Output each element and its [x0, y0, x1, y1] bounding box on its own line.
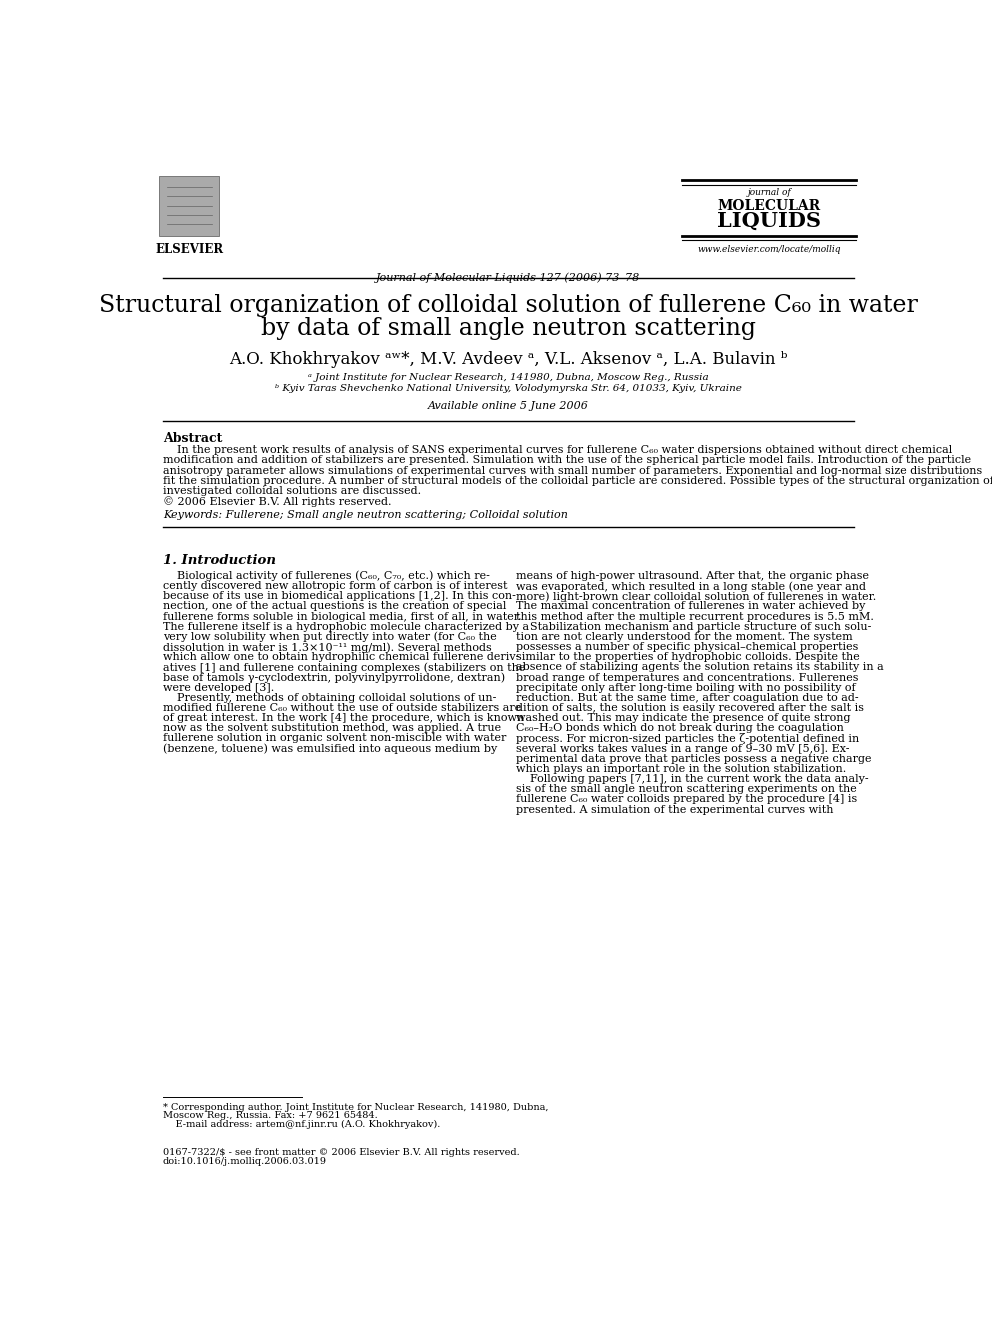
Text: Presently, methods of obtaining colloidal solutions of un-: Presently, methods of obtaining colloida…	[163, 693, 496, 703]
Text: E-mail address: artem@nf.jinr.ru (A.O. Khokhryakov).: E-mail address: artem@nf.jinr.ru (A.O. K…	[163, 1119, 440, 1129]
Text: dition of salts, the solution is easily recovered after the salt is: dition of salts, the solution is easily …	[516, 703, 864, 713]
Text: investigated colloidal solutions are discussed.: investigated colloidal solutions are dis…	[163, 486, 421, 496]
Text: which allow one to obtain hydrophilic chemical fullerene deriv-: which allow one to obtain hydrophilic ch…	[163, 652, 519, 663]
Text: www.elsevier.com/locate/molliq: www.elsevier.com/locate/molliq	[697, 245, 841, 254]
Text: this method after the multiple recurrent procedures is 5.5 mM.: this method after the multiple recurrent…	[516, 611, 874, 622]
Text: Biological activity of fullerenes (C₆₀, C₇₀, etc.) which re-: Biological activity of fullerenes (C₆₀, …	[163, 570, 490, 581]
Text: Abstract: Abstract	[163, 433, 222, 445]
Text: fit the simulation procedure. A number of structural models of the colloidal par: fit the simulation procedure. A number o…	[163, 476, 992, 486]
Text: The fullerene itself is a hydrophobic molecule characterized by a: The fullerene itself is a hydrophobic mo…	[163, 622, 529, 631]
Text: precipitate only after long-time boiling with no possibility of: precipitate only after long-time boiling…	[516, 683, 856, 693]
Text: Stabilization mechanism and particle structure of such solu-: Stabilization mechanism and particle str…	[516, 622, 872, 631]
Text: perimental data prove that particles possess a negative charge: perimental data prove that particles pos…	[516, 754, 872, 763]
Text: reduction. But at the same time, after coagulation due to ad-: reduction. But at the same time, after c…	[516, 693, 859, 703]
Bar	[159, 176, 219, 235]
Text: In the present work results of analysis of SANS experimental curves for fulleren: In the present work results of analysis …	[163, 446, 952, 455]
Text: more) light-brown clear colloidal solution of fullerenes in water.: more) light-brown clear colloidal soluti…	[516, 591, 876, 602]
Text: C₆₀–H₂O bonds which do not break during the coagulation: C₆₀–H₂O bonds which do not break during …	[516, 724, 844, 733]
Text: fullerene solution in organic solvent non-miscible with water: fullerene solution in organic solvent no…	[163, 733, 506, 744]
Text: fullerene C₆₀ water colloids prepared by the procedure [4] is: fullerene C₆₀ water colloids prepared by…	[516, 795, 857, 804]
Text: similar to the properties of hydrophobic colloids. Despite the: similar to the properties of hydrophobic…	[516, 652, 860, 663]
Text: process. For micron-sized particles the ζ-potential defined in: process. For micron-sized particles the …	[516, 733, 859, 745]
Text: which plays an important role in the solution stabilization.: which plays an important role in the sol…	[516, 763, 846, 774]
Text: because of its use in biomedical applications [1,2]. In this con-: because of its use in biomedical applica…	[163, 591, 516, 601]
Text: Journal of Molecular Liquids 127 (2006) 73–78: Journal of Molecular Liquids 127 (2006) …	[376, 273, 641, 283]
Text: modified fullerene C₆₀ without the use of outside stabilizers are: modified fullerene C₆₀ without the use o…	[163, 703, 521, 713]
Text: means of high-power ultrasound. After that, the organic phase: means of high-power ultrasound. After th…	[516, 570, 869, 581]
Text: © 2006 Elsevier B.V. All rights reserved.: © 2006 Elsevier B.V. All rights reserved…	[163, 496, 391, 507]
Text: (benzene, toluene) was emulsified into aqueous medium by: (benzene, toluene) was emulsified into a…	[163, 744, 497, 754]
Text: 0167-7322/$ - see front matter © 2006 Elsevier B.V. All rights reserved.: 0167-7322/$ - see front matter © 2006 El…	[163, 1148, 520, 1158]
Text: journal of: journal of	[747, 188, 791, 197]
Text: ELSEVIER: ELSEVIER	[155, 243, 223, 257]
Text: tion are not clearly understood for the moment. The system: tion are not clearly understood for the …	[516, 632, 853, 642]
Text: possesses a number of specific physical–chemical properties: possesses a number of specific physical–…	[516, 642, 858, 652]
Text: now as the solvent substitution method, was applied. A true: now as the solvent substitution method, …	[163, 724, 501, 733]
Text: A.O. Khokhryakov ᵃʷ*, M.V. Avdeev ᵃ, V.L. Aksenov ᵃ, L.A. Bulavin ᵇ: A.O. Khokhryakov ᵃʷ*, M.V. Avdeev ᵃ, V.L…	[229, 352, 788, 368]
Text: sis of the small angle neutron scattering experiments on the: sis of the small angle neutron scatterin…	[516, 785, 857, 794]
Text: broad range of temperatures and concentrations. Fullerenes: broad range of temperatures and concentr…	[516, 672, 859, 683]
Text: MOLECULAR: MOLECULAR	[717, 198, 820, 213]
Text: modification and addition of stabilizers are presented. Simulation with the use : modification and addition of stabilizers…	[163, 455, 971, 466]
Text: was evaporated, which resulted in a long stable (one year and: was evaporated, which resulted in a long…	[516, 581, 866, 591]
Text: of great interest. In the work [4] the procedure, which is known: of great interest. In the work [4] the p…	[163, 713, 524, 724]
Text: very low solubility when put directly into water (for C₆₀ the: very low solubility when put directly in…	[163, 632, 497, 643]
Text: by data of small angle neutron scattering: by data of small angle neutron scatterin…	[261, 316, 756, 340]
Text: anisotropy parameter allows simulations of experimental curves with small number: anisotropy parameter allows simulations …	[163, 466, 982, 475]
Text: LIQUIDS: LIQUIDS	[717, 212, 821, 232]
Text: Keywords: Fullerene; Small angle neutron scattering; Colloidal solution: Keywords: Fullerene; Small angle neutron…	[163, 511, 567, 520]
Text: fullerene forms soluble in biological media, first of all, in water.: fullerene forms soluble in biological me…	[163, 611, 521, 622]
Text: The maximal concentration of fullerenes in water achieved by: The maximal concentration of fullerenes …	[516, 602, 866, 611]
Text: ᵇ Kyiv Taras Shevchenko National University, Volodymyrska Str. 64, 01033, Kyiv, : ᵇ Kyiv Taras Shevchenko National Univers…	[275, 385, 742, 393]
Text: presented. A simulation of the experimental curves with: presented. A simulation of the experimen…	[516, 804, 833, 815]
Text: cently discovered new allotropic form of carbon is of interest: cently discovered new allotropic form of…	[163, 581, 507, 591]
Text: washed out. This may indicate the presence of quite strong: washed out. This may indicate the presen…	[516, 713, 851, 724]
Text: atives [1] and fullerene containing complexes (stabilizers on the: atives [1] and fullerene containing comp…	[163, 663, 525, 673]
Text: base of tamols γ-cyclodextrin, polyvinylpyrrolidone, dextran): base of tamols γ-cyclodextrin, polyvinyl…	[163, 672, 505, 683]
Text: * Corresponding author. Joint Institute for Nuclear Research, 141980, Dubna,: * Corresponding author. Joint Institute …	[163, 1103, 549, 1111]
Text: Available online 5 June 2006: Available online 5 June 2006	[428, 401, 589, 411]
Text: absence of stabilizing agents the solution retains its stability in a: absence of stabilizing agents the soluti…	[516, 663, 884, 672]
Text: Moscow Reg., Russia. Fax: +7 9621 65484.: Moscow Reg., Russia. Fax: +7 9621 65484.	[163, 1111, 378, 1121]
Text: Structural organization of colloidal solution of fullerene C₆₀ in water: Structural organization of colloidal sol…	[99, 294, 918, 316]
Text: nection, one of the actual questions is the creation of special: nection, one of the actual questions is …	[163, 602, 506, 611]
Text: ᵃ Joint Institute for Nuclear Research, 141980, Dubna, Moscow Reg., Russia: ᵃ Joint Institute for Nuclear Research, …	[309, 373, 708, 382]
Text: dissolution in water is 1.3×10⁻¹¹ mg/ml). Several methods: dissolution in water is 1.3×10⁻¹¹ mg/ml)…	[163, 642, 491, 652]
Text: doi:10.1016/j.molliq.2006.03.019: doi:10.1016/j.molliq.2006.03.019	[163, 1156, 326, 1166]
Text: several works takes values in a range of 9–30 mV [5,6]. Ex-: several works takes values in a range of…	[516, 744, 850, 754]
Text: 1. Introduction: 1. Introduction	[163, 554, 276, 568]
Text: were developed [3].: were developed [3].	[163, 683, 274, 693]
Text: Following papers [7,11], in the current work the data analy-: Following papers [7,11], in the current …	[516, 774, 869, 785]
